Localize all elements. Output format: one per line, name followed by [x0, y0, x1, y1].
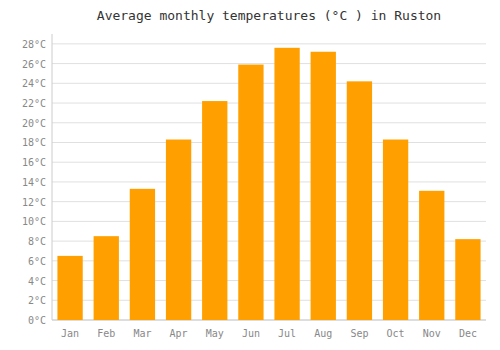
bar [455, 239, 480, 320]
y-tick-label: 4°C [28, 276, 46, 287]
chart: Average monthly temperatures (°C ) in Ru… [0, 0, 500, 350]
y-tick-label: 2°C [28, 295, 46, 306]
grid-line [52, 181, 486, 182]
bars [57, 48, 480, 320]
y-tick-label: 24°C [22, 78, 46, 89]
x-tick-label: Mar [133, 328, 151, 339]
y-tick-label: 14°C [22, 177, 46, 188]
title: Average monthly temperatures (°C ) in Ru… [97, 8, 441, 23]
bar [57, 256, 82, 320]
y-tick-label: 8°C [28, 236, 46, 247]
bar [202, 101, 227, 320]
y-tick-label: 6°C [28, 256, 46, 267]
chart-container: Average monthly temperatures (°C ) in Ru… [0, 0, 500, 350]
grid-line [52, 63, 486, 64]
bar [419, 191, 444, 320]
bar [94, 236, 119, 320]
x-tick-label: May [206, 328, 224, 339]
bar [347, 81, 372, 320]
grid-line [52, 122, 486, 123]
y-tick-label: 12°C [22, 197, 46, 208]
y-tick-label: 26°C [22, 59, 46, 70]
axes: 0°C 2°C 4°C 6°C 8°C 10°C 12°C 14°C 16°C 18°C 20°C 2… [22, 34, 486, 339]
x-tick-label: Feb [97, 328, 115, 339]
y-axis-line [52, 34, 53, 320]
grid-line [52, 103, 486, 104]
y-tick-label: 0°C [28, 315, 46, 326]
x-tick-label: Jan [61, 328, 79, 339]
y-tick-label: 20°C [22, 118, 46, 129]
x-tick-label: Oct [387, 328, 405, 339]
x-tick-label: Sep [350, 328, 368, 339]
bar [238, 65, 263, 320]
x-tick-label: Nov [423, 328, 441, 339]
grid [52, 44, 486, 320]
bar [274, 48, 299, 320]
bar [166, 140, 191, 320]
grid-line [52, 162, 486, 163]
grid-line [52, 43, 486, 44]
bar [130, 189, 155, 320]
x-tick-label: Apr [170, 328, 188, 339]
grid-line [52, 142, 486, 143]
y-tick-label: 16°C [22, 157, 46, 168]
bar [383, 140, 408, 320]
x-tick-label: Dec [459, 328, 477, 339]
y-tick-label: 22°C [22, 98, 46, 109]
x-tick-label: Jul [278, 328, 296, 339]
y-tick-label: 10°C [22, 216, 46, 227]
y-tick-label: 28°C [22, 39, 46, 50]
x-tick-label: Aug [314, 328, 332, 339]
bar [311, 52, 336, 320]
y-tick-label: 18°C [22, 137, 46, 148]
grid-line [52, 83, 486, 84]
x-tick-label: Jun [242, 328, 260, 339]
